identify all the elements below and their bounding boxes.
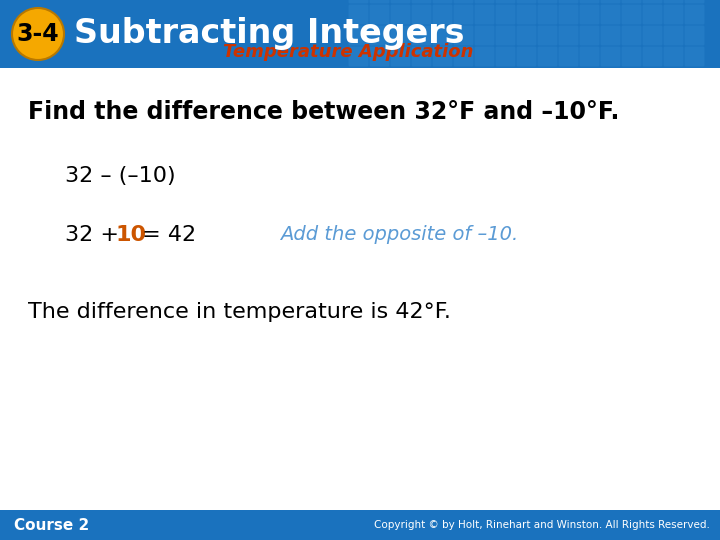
Text: 32 – (–10): 32 – (–10) [65,166,176,186]
FancyBboxPatch shape [369,25,390,45]
FancyBboxPatch shape [642,4,662,24]
FancyBboxPatch shape [412,4,431,24]
FancyBboxPatch shape [685,0,704,3]
FancyBboxPatch shape [390,46,410,66]
FancyBboxPatch shape [621,25,642,45]
FancyBboxPatch shape [474,46,495,66]
FancyBboxPatch shape [580,0,600,3]
FancyBboxPatch shape [474,0,495,3]
FancyBboxPatch shape [433,25,452,45]
FancyBboxPatch shape [580,46,600,66]
FancyBboxPatch shape [664,46,683,66]
FancyBboxPatch shape [348,0,369,3]
FancyBboxPatch shape [664,4,683,24]
FancyBboxPatch shape [412,46,431,66]
FancyBboxPatch shape [412,25,431,45]
FancyBboxPatch shape [390,25,410,45]
FancyBboxPatch shape [433,0,452,3]
FancyBboxPatch shape [474,25,495,45]
FancyBboxPatch shape [621,4,642,24]
FancyBboxPatch shape [685,46,704,66]
FancyBboxPatch shape [580,4,600,24]
FancyBboxPatch shape [516,4,536,24]
Text: Add the opposite of –10.: Add the opposite of –10. [280,226,518,245]
FancyBboxPatch shape [559,0,578,3]
FancyBboxPatch shape [621,0,642,3]
FancyBboxPatch shape [621,46,642,66]
Text: 32 +: 32 + [65,225,126,245]
FancyBboxPatch shape [495,25,516,45]
Bar [0,510,720,540]
FancyBboxPatch shape [454,25,474,45]
FancyBboxPatch shape [495,0,516,3]
Bar [0,0,720,68]
Text: The difference in temperature is 42°F.: The difference in temperature is 42°F. [28,302,451,322]
FancyBboxPatch shape [664,25,683,45]
FancyBboxPatch shape [495,4,516,24]
FancyBboxPatch shape [538,0,557,3]
Text: 10: 10 [115,225,146,245]
FancyBboxPatch shape [433,4,452,24]
FancyBboxPatch shape [538,4,557,24]
FancyBboxPatch shape [538,25,557,45]
Text: Temperature Application: Temperature Application [223,43,474,61]
Text: 3-4: 3-4 [17,22,59,46]
Text: Copyright © by Holt, Rinehart and Winston. All Rights Reserved.: Copyright © by Holt, Rinehart and Winsto… [374,520,710,530]
FancyBboxPatch shape [348,46,369,66]
FancyBboxPatch shape [559,25,578,45]
FancyBboxPatch shape [433,46,452,66]
FancyBboxPatch shape [600,0,621,3]
FancyBboxPatch shape [454,0,474,3]
FancyBboxPatch shape [642,0,662,3]
FancyBboxPatch shape [369,4,390,24]
Circle shape [12,8,64,60]
FancyBboxPatch shape [580,25,600,45]
Text: Course 2: Course 2 [14,517,89,532]
FancyBboxPatch shape [538,46,557,66]
Text: Subtracting Integers: Subtracting Integers [74,17,464,51]
FancyBboxPatch shape [685,25,704,45]
FancyBboxPatch shape [454,4,474,24]
FancyBboxPatch shape [495,46,516,66]
FancyBboxPatch shape [390,0,410,3]
FancyBboxPatch shape [412,0,431,3]
FancyBboxPatch shape [390,4,410,24]
FancyBboxPatch shape [600,46,621,66]
FancyBboxPatch shape [369,0,390,3]
FancyBboxPatch shape [664,0,683,3]
FancyBboxPatch shape [369,46,390,66]
FancyBboxPatch shape [559,46,578,66]
FancyBboxPatch shape [348,25,369,45]
FancyBboxPatch shape [516,0,536,3]
FancyBboxPatch shape [685,4,704,24]
FancyBboxPatch shape [516,25,536,45]
FancyBboxPatch shape [454,46,474,66]
Text: Find the difference between 32°F and –10°F.: Find the difference between 32°F and –10… [28,100,619,124]
FancyBboxPatch shape [474,4,495,24]
FancyBboxPatch shape [559,4,578,24]
FancyBboxPatch shape [348,4,369,24]
Text: = 42: = 42 [135,225,196,245]
FancyBboxPatch shape [516,46,536,66]
FancyBboxPatch shape [600,25,621,45]
FancyBboxPatch shape [642,25,662,45]
FancyBboxPatch shape [642,46,662,66]
FancyBboxPatch shape [600,4,621,24]
Text: Additional Example 4:: Additional Example 4: [28,43,262,61]
